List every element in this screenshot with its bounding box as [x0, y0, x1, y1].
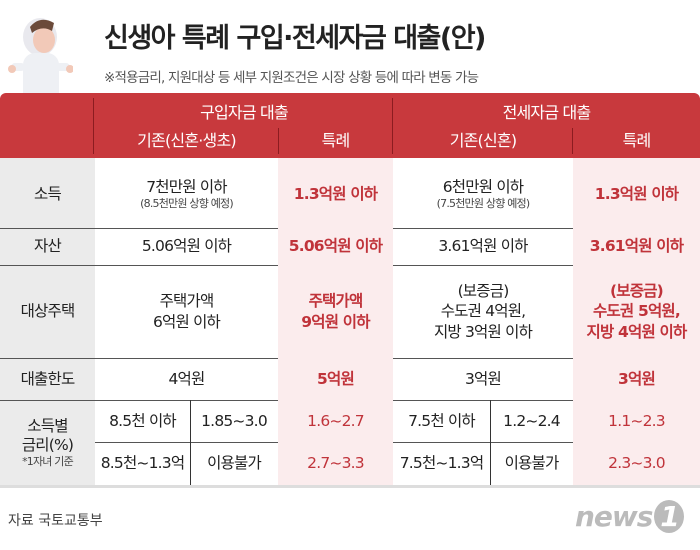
- header-purchase-base: 기존(신혼·생초): [137, 131, 237, 150]
- column-divider: [190, 400, 191, 485]
- limit-jeonse-special: 3억원: [573, 358, 700, 400]
- rate1-purchase-base: 1.85~3.0: [201, 411, 268, 430]
- assets-purchase-base: 5.06억원 이하: [141, 237, 232, 256]
- table-header: 구입자금 대출 전세자금 대출 기존(신혼·생초) 특례 기존(신혼) 특례: [0, 93, 700, 158]
- page-title: 신생아 특례 구입·전세자금 대출(안): [104, 23, 486, 54]
- income-jeonse-base: 6천만원 이하 (7.5천만원 상향 예정): [436, 177, 531, 210]
- rate2-jeonse-special: 2.3~3.0: [573, 442, 700, 485]
- limit-purchase-special: 5억원: [278, 358, 393, 400]
- subtitle-note: ※적용금리, 지원대상 등 세부 지원조건은 시장 상황 등에 따라 변동 가능: [104, 70, 479, 86]
- source-note: 자료 국토교통부: [8, 513, 103, 529]
- rate2-purchase-special: 2.7~3.3: [278, 442, 393, 485]
- income-jeonse-special: 1.3억원 이하: [573, 160, 700, 228]
- row-label-income: 소득: [34, 184, 62, 203]
- row-label-limit: 대출한도: [20, 369, 76, 388]
- column-divider: [490, 400, 491, 485]
- income-purchase-special: 1.3억원 이하: [278, 160, 393, 228]
- row-divider: [95, 442, 700, 443]
- rate1-jeonse-special: 1.1~2.3: [573, 400, 700, 442]
- rate1-jeonse-income: 7.5천 이하: [408, 411, 476, 430]
- rate2-jeonse-income: 7.5천~1.3억: [399, 454, 484, 473]
- housing-jeonse-base: (보증금) 수도권 4억원, 지방 3억원 이하: [433, 282, 533, 341]
- rate1-purchase-income: 8.5천 이하: [109, 411, 177, 430]
- housing-jeonse-special: (보증금) 수도권 5억원, 지방 4억원 이하: [573, 265, 700, 358]
- rate2-purchase-base: 이용불가: [207, 454, 262, 473]
- header-purchase-special: 특례: [321, 131, 351, 150]
- assets-jeonse-base: 3.61억원 이하: [438, 237, 528, 256]
- row-label-rate: 소득별 금리(%) *1자녀 기준: [21, 417, 74, 468]
- header-purchase: 구입자금 대출: [200, 103, 289, 122]
- header-jeonse: 전세자금 대출: [502, 103, 592, 122]
- header-jeonse-special: 특례: [622, 131, 652, 150]
- news1-logo: news 1: [575, 500, 685, 533]
- header-divider: [392, 98, 393, 154]
- header-divider: [572, 128, 573, 154]
- table-bottom-border: [0, 485, 700, 488]
- assets-purchase-special: 5.06억원 이하: [278, 228, 393, 265]
- rate2-purchase-income: 8.5천~1.3억: [100, 454, 185, 473]
- label-column: [0, 158, 95, 485]
- housing-purchase-special: 주택가액 9억원 이하: [278, 265, 393, 358]
- row-label-assets: 자산: [34, 237, 62, 256]
- limit-purchase-base: 4억원: [168, 369, 206, 388]
- header-divider: [278, 128, 279, 154]
- rate2-jeonse-base: 이용불가: [504, 454, 560, 473]
- header-divider: [93, 98, 94, 154]
- row-label-housing: 대상주택: [20, 302, 76, 321]
- rate1-purchase-special: 1.6~2.7: [278, 400, 393, 442]
- rate1-jeonse-base: 1.2~2.4: [503, 411, 561, 430]
- housing-purchase-base: 주택가액 6억원 이하: [152, 292, 221, 331]
- limit-jeonse-base: 3억원: [465, 369, 502, 388]
- income-purchase-base: 7천만원 이하 (8.5천만원 상향 예정): [140, 177, 234, 210]
- header-jeonse-base: 기존(신혼): [449, 131, 517, 150]
- assets-jeonse-special: 3.61억원 이하: [573, 228, 700, 265]
